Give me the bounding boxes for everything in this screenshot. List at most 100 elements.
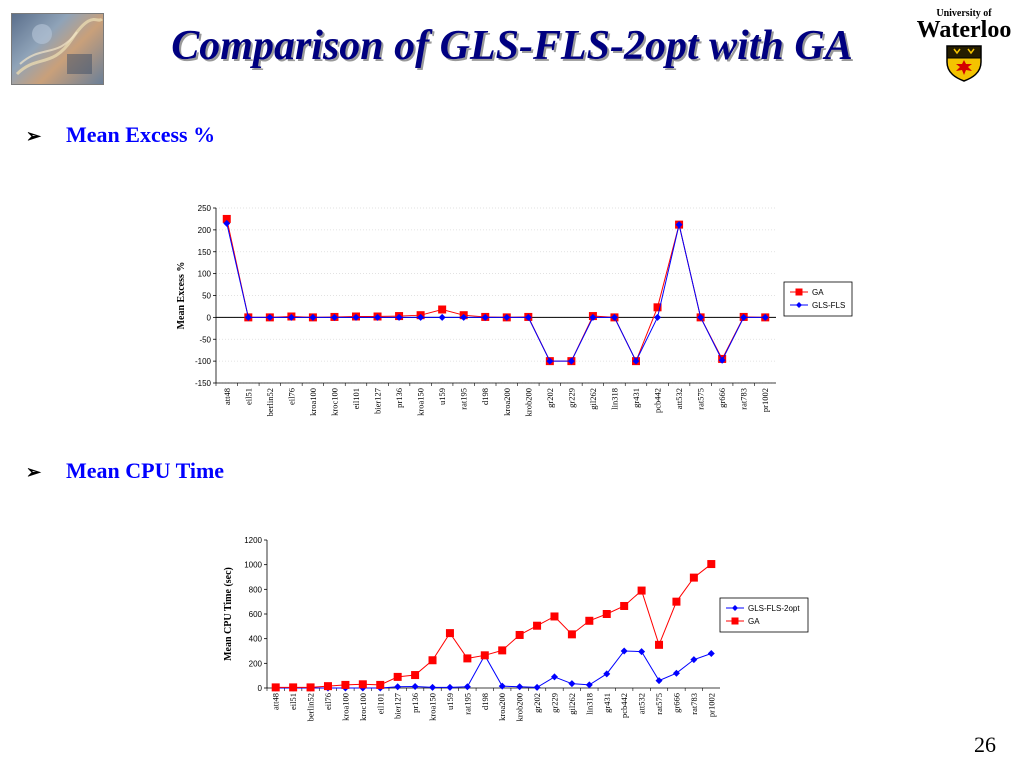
data-point	[395, 313, 403, 321]
x-tick-label: u159	[445, 693, 455, 710]
data-point	[653, 303, 662, 312]
x-tick-label: gr229	[566, 388, 576, 408]
data-point	[707, 649, 715, 657]
legend-marker	[731, 617, 739, 625]
y-tick-label: 50	[202, 292, 211, 301]
x-tick-label: eil51	[288, 693, 298, 710]
x-tick-label: kroa150	[416, 388, 426, 416]
y-tick-label: 0	[207, 313, 212, 322]
data-point	[393, 672, 402, 681]
data-point	[438, 305, 447, 314]
data-point	[460, 313, 468, 321]
data-point	[376, 680, 385, 689]
data-point	[675, 221, 683, 229]
data-point	[655, 677, 663, 685]
data-point	[266, 313, 274, 321]
x-tick-label: eil76	[286, 388, 296, 405]
arrow-bullet-icon: ➢	[26, 126, 42, 146]
x-tick-label: att532	[674, 388, 684, 409]
data-point	[602, 610, 611, 618]
university-name-small: University of	[936, 8, 992, 19]
data-point	[550, 612, 559, 621]
x-tick-label: pcb442	[653, 388, 663, 413]
data-point	[672, 669, 680, 677]
university-name-big: Waterloo	[916, 17, 1012, 43]
legend-label: GA	[812, 288, 824, 297]
x-tick-label: krob200	[515, 693, 525, 721]
x-tick-label: att48	[271, 693, 281, 710]
data-point	[761, 313, 769, 321]
mean-cpu-time-chart: 0 200 400 600 800 1000 1200 att48 eil51 berlin52 e…	[223, 536, 809, 721]
data-point	[358, 680, 367, 689]
data-point	[463, 654, 472, 663]
data-point	[589, 313, 597, 321]
x-tick-label: att532	[637, 693, 647, 714]
y-tick-label: 0	[258, 684, 263, 693]
data-point	[428, 656, 437, 665]
data-point	[533, 683, 541, 691]
y-tick-label: 150	[198, 248, 212, 257]
y-tick-label: -100	[195, 357, 212, 366]
page-number: 26	[974, 732, 996, 757]
data-point	[620, 601, 629, 610]
data-point	[330, 313, 338, 321]
x-tick-label: rat783	[689, 693, 699, 715]
x-tick-label: kroa100	[340, 693, 350, 721]
data-point	[287, 313, 295, 321]
legend-marker	[795, 288, 803, 296]
data-point	[620, 647, 628, 655]
data-point	[503, 313, 511, 321]
x-tick-label: gr431	[602, 693, 612, 713]
data-point	[638, 648, 646, 656]
data-point	[394, 683, 402, 691]
x-tick-label: pr1002	[760, 388, 770, 412]
legend-marker	[796, 302, 802, 308]
data-point	[707, 560, 716, 569]
data-point	[690, 656, 698, 664]
data-point	[585, 616, 594, 625]
data-point	[323, 682, 332, 691]
x-tick-label: pr1002	[706, 693, 716, 717]
x-tick-label: kroa150	[428, 693, 438, 721]
data-point	[603, 670, 611, 678]
mean-excess-chart: -150 -100 -50 0 50 100 150 200 250 att48 eil51 berl…	[176, 204, 853, 416]
bullet-mean-cpu-time-label: Mean CPU Time	[66, 458, 225, 483]
x-tick-label: berlin52	[265, 388, 275, 416]
x-tick-label: krob200	[523, 388, 533, 416]
data-point	[672, 597, 681, 606]
y-tick-label: -150	[195, 379, 212, 388]
x-tick-label: kroa200	[497, 693, 507, 721]
data-point	[585, 681, 593, 689]
arrow-bullet-icon: ➢	[26, 462, 42, 482]
data-point	[244, 313, 252, 321]
data-point	[546, 357, 554, 365]
data-point	[289, 683, 298, 692]
data-point	[654, 313, 662, 321]
legend-box	[783, 281, 853, 317]
x-tick-label: rat195	[462, 693, 472, 715]
x-tick-label: att48	[222, 388, 232, 405]
data-point	[610, 313, 618, 321]
x-tick-label: kroc100	[358, 693, 368, 721]
x-tick-label: bier127	[373, 388, 383, 414]
data-point	[309, 313, 317, 321]
x-tick-label: gil262	[567, 693, 577, 715]
data-point	[515, 630, 524, 639]
x-tick-label: lin318	[609, 388, 619, 410]
series-line	[226, 218, 766, 363]
x-tick-label: u159	[437, 388, 447, 405]
x-tick-label: eil76	[323, 693, 333, 710]
shield-icon	[946, 45, 982, 82]
data-point	[533, 621, 542, 630]
data-point	[446, 683, 454, 691]
legend-label: GA	[748, 617, 760, 626]
data-point	[271, 683, 280, 692]
bullet-mean-excess-label: Mean Excess %	[66, 122, 216, 147]
legend-box	[719, 597, 809, 633]
data-point	[718, 356, 726, 364]
data-point	[429, 683, 437, 691]
x-tick-label: lin318	[584, 693, 594, 715]
x-tick-label: gr229	[549, 693, 559, 713]
data-point	[689, 573, 698, 582]
x-tick-label: pcb442	[619, 693, 629, 718]
